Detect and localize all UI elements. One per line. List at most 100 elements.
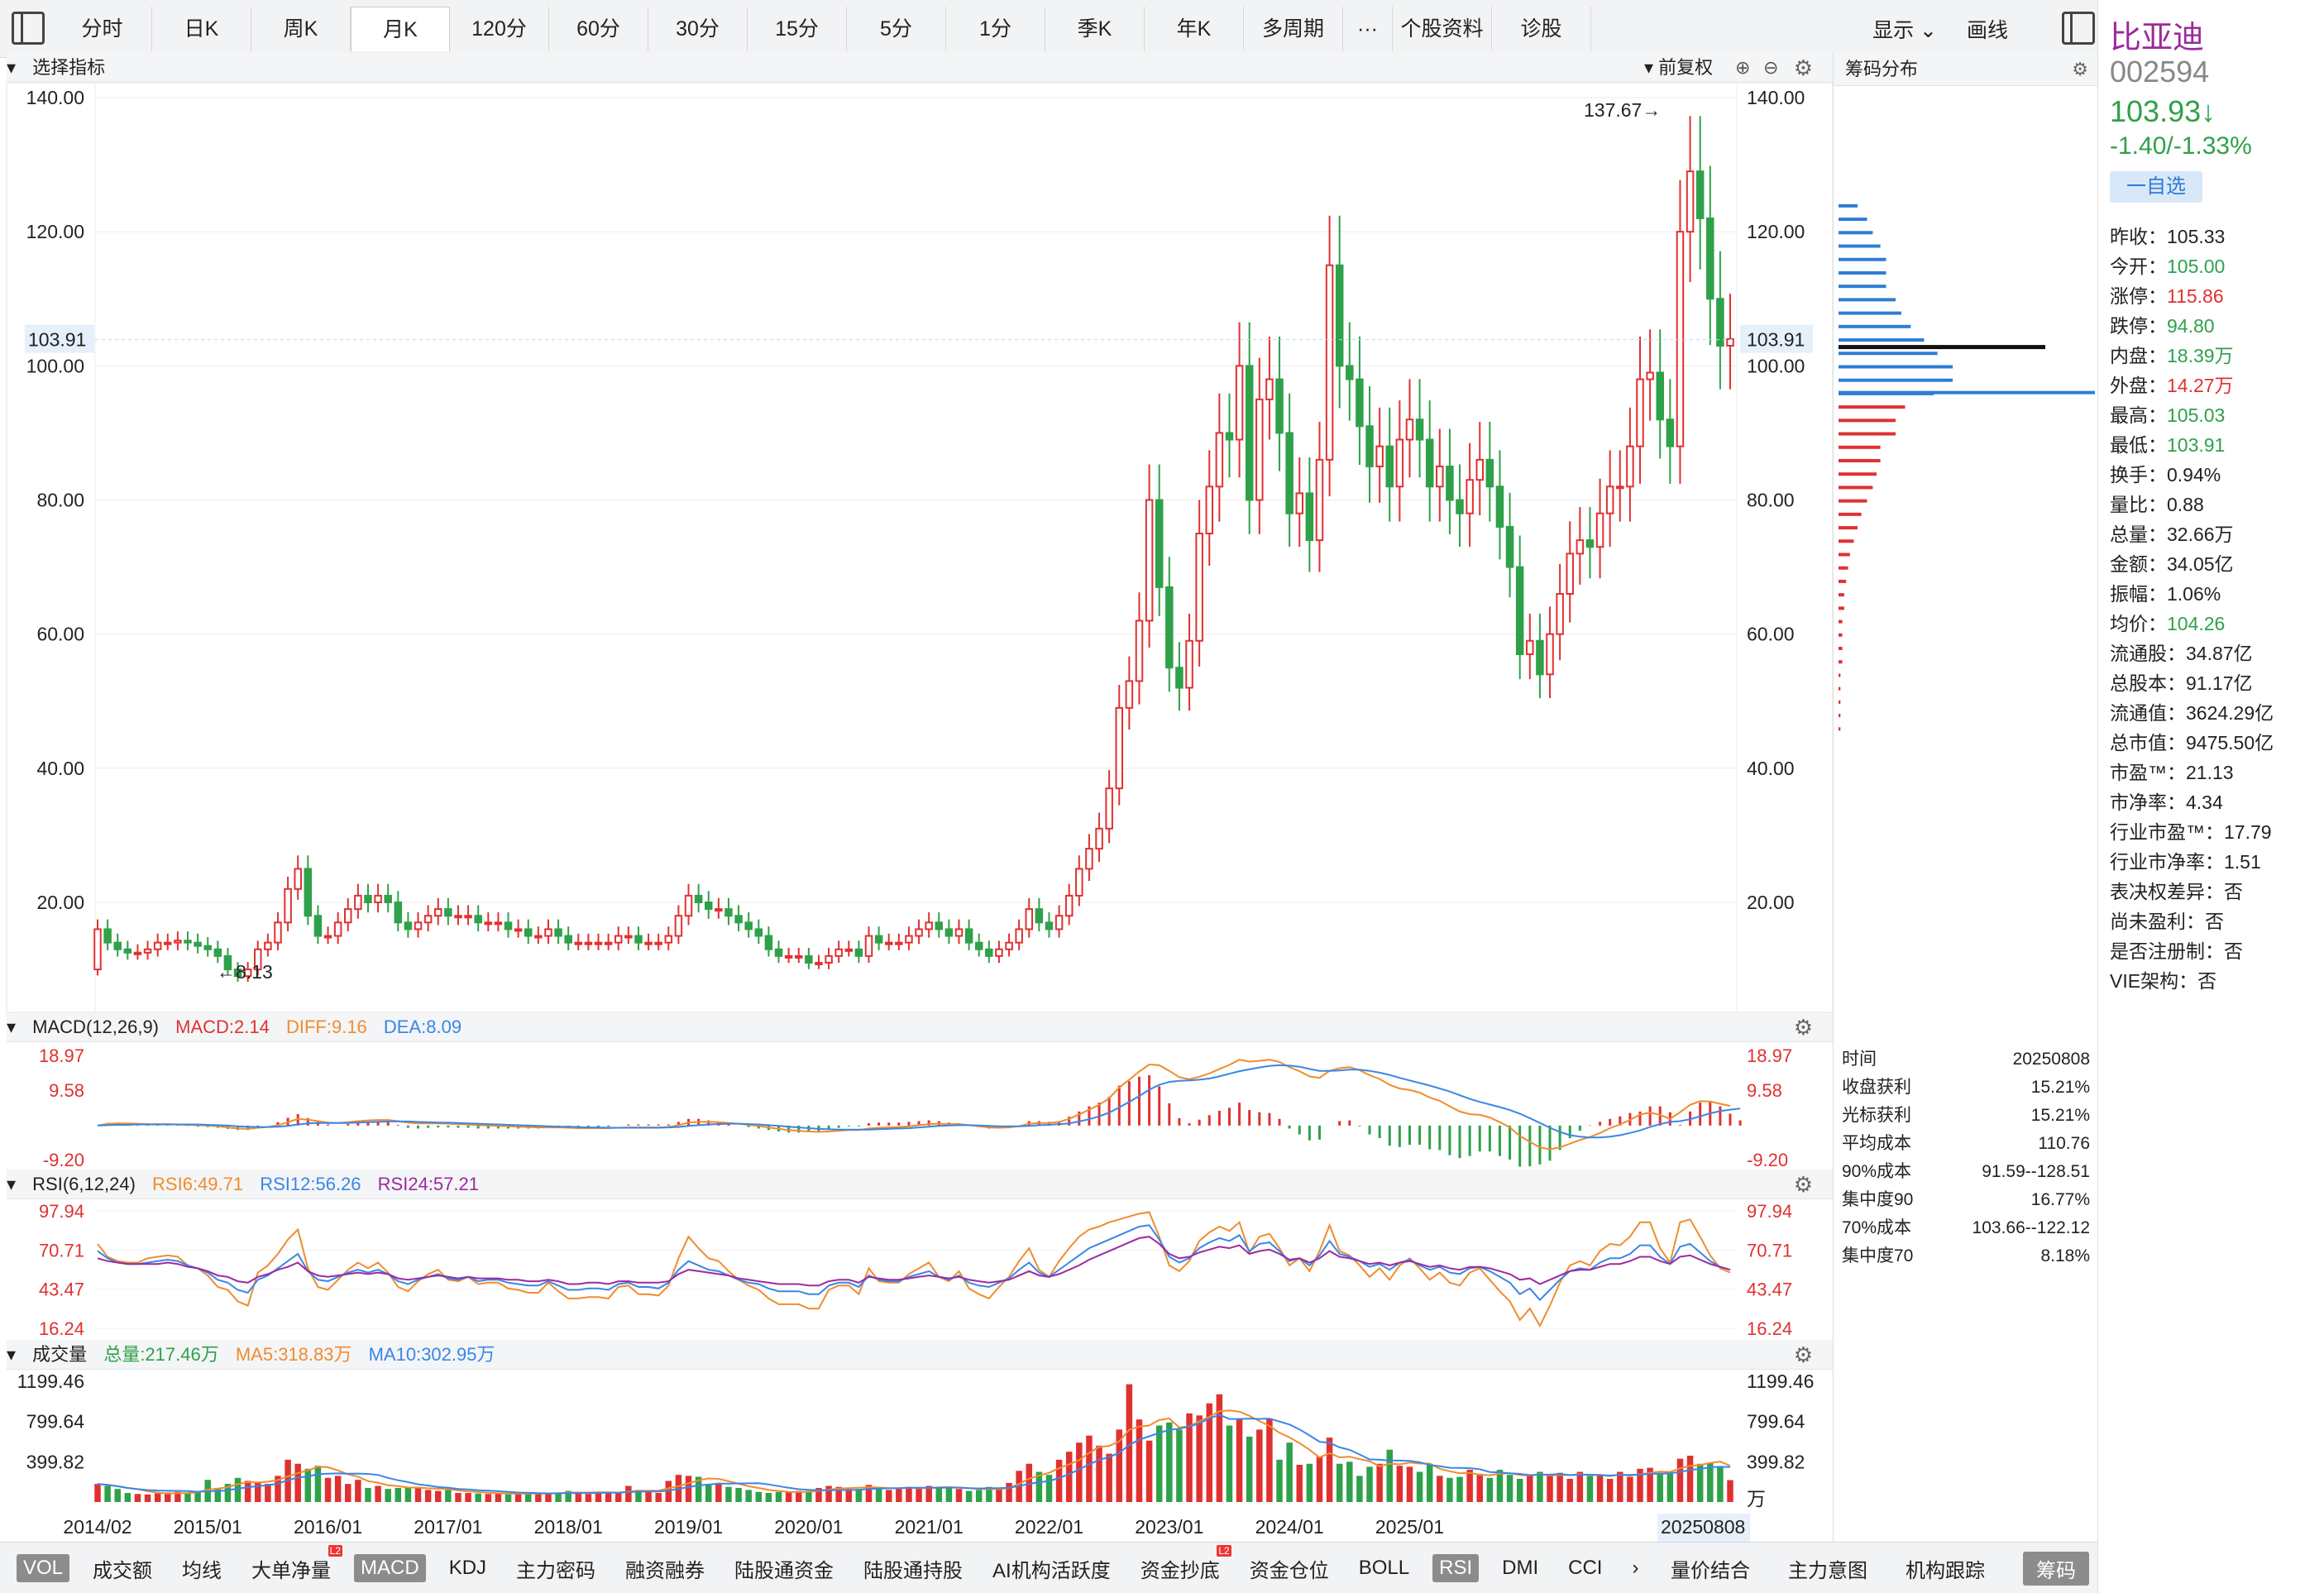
volume-bar [1586,1476,1594,1502]
zoom-out-icon[interactable]: ⊖ [1763,57,1779,78]
indicator-tab-6[interactable]: 主力密码 [516,1559,596,1582]
indicator-tab-17[interactable]: › [1632,1557,1639,1579]
tab-9[interactable]: 1分 [946,7,1045,51]
volume-title[interactable]: 成交量 [32,1344,88,1365]
rsi-title[interactable]: RSI(6,12,24) [32,1174,136,1194]
volume-tick-label-right: 399.82 [1747,1451,1805,1472]
indicator-tab-12[interactable]: 资金仓位 [1249,1559,1329,1582]
candle-body [143,948,152,954]
indicator-tab-7[interactable]: 融资融券 [625,1559,705,1582]
tab-5[interactable]: 60分 [549,7,648,51]
candle-body [1045,921,1054,930]
rsi-tick-label-right: 97.94 [1747,1201,1792,1222]
sidebar-toggle-icon[interactable] [12,12,45,45]
volume-bar [1676,1458,1684,1502]
candle-body [724,908,733,917]
indicator-tab-2[interactable]: 均线 [182,1559,222,1582]
indicator-tab-3[interactable]: 大单净量 L2 [251,1544,343,1582]
quote-label: 总市值： [2110,732,2186,753]
gear-icon[interactable]: ⚙ [2072,59,2088,79]
gear-icon[interactable]: ⚙ [1793,1342,1813,1367]
tab-14[interactable]: 个股资料 [1393,7,1492,51]
indicator-tab-13[interactable]: BOLL [1358,1557,1410,1579]
drawing-button[interactable]: 画线 [1966,19,2008,42]
indicator-tab-0[interactable]: VOL [17,1554,70,1582]
gear-icon[interactable]: ⚙ [1793,1172,1813,1197]
volume-bar [855,1489,863,1502]
rsi-tick-label: 97.94 [39,1201,84,1222]
indicator-tab-10[interactable]: AI机构活跃度 [992,1559,1111,1582]
indicator-tab-1[interactable]: 成交额 [93,1559,153,1582]
indicator-tab-4[interactable]: MACD [354,1554,426,1582]
tab-10[interactable]: 季K [1045,7,1145,51]
x-tick-label: 2022/01 [1015,1516,1083,1538]
volume-bar [345,1484,351,1502]
indicator-select[interactable]: 选择指标 [32,57,106,78]
volume-bar [1266,1418,1273,1502]
volume-bar [194,1490,201,1502]
candle-body [644,941,653,945]
gear-icon[interactable]: ⚙ [1793,55,1813,80]
collapse-icon[interactable]: ▾ [7,57,17,78]
chip-stat-row: 90%成本 91.59--128.51 [1842,1158,2090,1186]
y-tick-label: 120.00 [26,221,84,242]
indicator-tab-16[interactable]: CCI [1568,1557,1603,1579]
tab-3[interactable]: 月K [351,7,450,51]
current-price-right: 103.91 [1747,329,1805,351]
x-tick-label: 2016/01 [294,1516,362,1538]
quote-row: 行业市净率：1.51 [2110,847,2324,877]
candle-body [1035,908,1044,924]
indicator-tab-5[interactable]: KDJ [448,1557,487,1579]
display-menu[interactable]: 显示 ⌄ [1872,19,1937,42]
panel-button-1[interactable]: 主力意图 [1788,1559,1867,1582]
tab-8[interactable]: 5分 [847,7,946,51]
panel-button-0[interactable]: 量价结合 [1671,1559,1750,1582]
gear-icon[interactable]: ⚙ [1793,1015,1813,1040]
panel-button-2[interactable]: 机构跟踪 [1906,1559,1985,1582]
candle-body [103,928,112,944]
panel-button-3[interactable]: 筹码 [2023,1551,2089,1586]
tab-12[interactable]: 多周期 [1244,7,1343,51]
chip-stat-label: 集中度90 [1842,1190,1914,1209]
chip-bar [1839,311,1901,315]
volume-bar [906,1486,912,1502]
volume-bar [1447,1477,1453,1502]
adjust-select[interactable]: ▾ 前复权 [1644,57,1714,78]
collapse-icon[interactable]: ▾ [7,1344,17,1365]
tab-0[interactable]: 分时 [53,7,152,51]
tab-15[interactable]: 诊股 [1492,7,1591,51]
candle-body [474,915,482,924]
tab-4[interactable]: 120分 [450,7,549,51]
tab-13[interactable]: ··· [1343,7,1393,51]
indicator-tab-11[interactable]: 资金抄底 L2 [1140,1544,1231,1582]
tab-2[interactable]: 周K [251,7,351,51]
indicator-tab-15[interactable]: DMI [1502,1557,1539,1579]
collapse-icon[interactable]: ▾ [7,1017,17,1037]
volume-bar [665,1481,672,1502]
tab-7[interactable]: 15分 [748,7,847,51]
tab-6[interactable]: 30分 [648,7,748,51]
zoom-in-icon[interactable]: ⊕ [1735,57,1751,78]
candle-body [664,935,673,944]
volume-bar [1506,1475,1513,1502]
tab-1[interactable]: 日K [152,7,251,51]
right-panel-toggle-icon[interactable] [2062,12,2095,45]
tab-11[interactable]: 年K [1145,7,1244,51]
macd-title[interactable]: MACD(12,26,9) [32,1017,160,1037]
candle-body [294,868,302,890]
chip-bar [1839,566,1848,570]
collapse-icon[interactable]: ▾ [7,1174,17,1194]
volume-bar [1035,1471,1043,1502]
indicator-tab-14[interactable]: RSI [1432,1554,1480,1582]
indicator-tab-9[interactable]: 陆股通持股 [863,1559,964,1582]
volume-bar [1226,1425,1233,1502]
candle-body [1466,479,1474,514]
chart-canvas[interactable]: 140.00 140.00 120.00 120.00 100.00 100.00 80.0… [0,0,1833,1542]
volume-bar [1657,1472,1663,1502]
diff-value: DIFF:9.16 [285,1017,367,1037]
quote-row: 市净率：4.34 [2110,787,2324,817]
indicator-tab-8[interactable]: 陆股通资金 [734,1559,834,1582]
candle-body [574,941,583,945]
volume-bar [465,1493,471,1502]
add-favorite-button[interactable]: 一自选 [2110,171,2202,203]
